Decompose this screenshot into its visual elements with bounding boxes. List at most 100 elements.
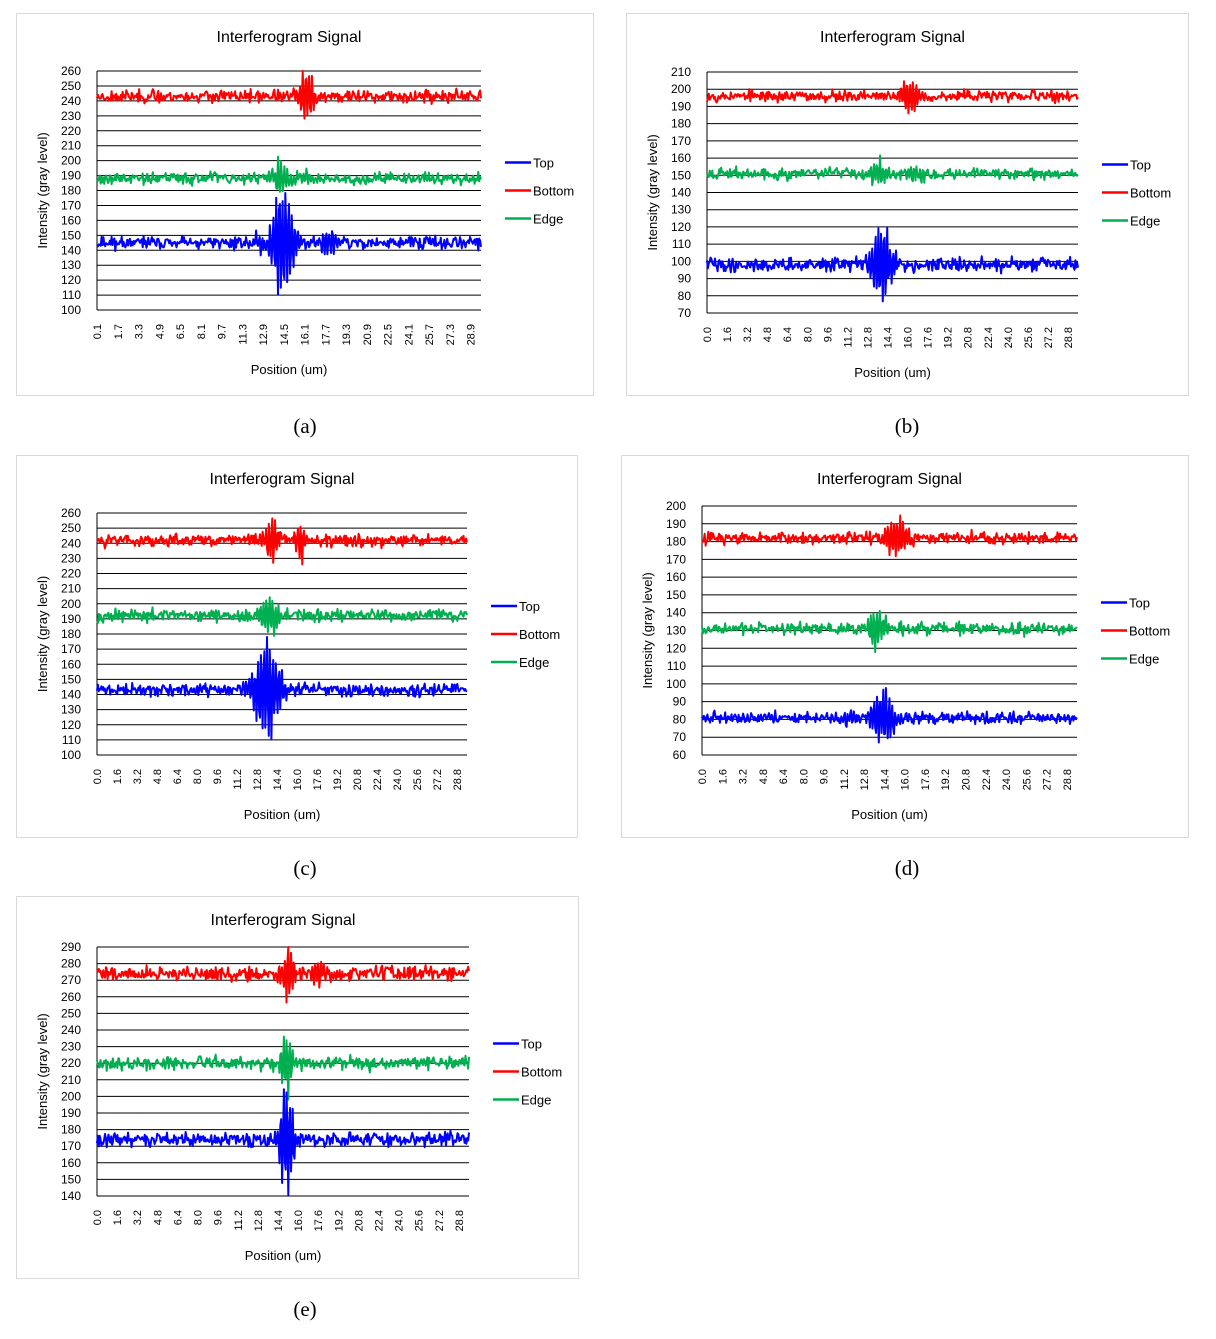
- y-tick-label: 200: [666, 499, 686, 513]
- x-tick-label: 20.9: [362, 324, 374, 345]
- x-tick-label: 24.0: [1003, 327, 1015, 348]
- chart-title: Interferogram Signal: [820, 29, 965, 46]
- x-tick-label: 6.4: [782, 327, 794, 342]
- chart-panel-e: Interferogram Signal 140 150 160 170 180 190 20…: [16, 896, 579, 1279]
- x-tick-label: 24.1: [403, 324, 415, 345]
- y-tick-label: 140: [671, 186, 691, 200]
- y-tick-label: 110: [62, 733, 81, 747]
- x-tick-label: 28.9: [466, 324, 478, 345]
- y-tick-label: 150: [61, 1172, 81, 1186]
- y-tick-label: 160: [666, 570, 686, 584]
- series-line-bottom: [96, 70, 482, 120]
- x-tick-label: 9.6: [213, 1210, 225, 1225]
- chart-svg-b: Interferogram Signal 70 80 90 100 110 120 130 14…: [645, 29, 1171, 380]
- y-tick-label: 70: [673, 730, 687, 744]
- chart-title: Interferogram Signal: [211, 912, 356, 929]
- x-tick-label: 16.0: [292, 769, 304, 790]
- x-tick-label: 8.0: [798, 769, 810, 784]
- series-line-top: [706, 226, 1079, 303]
- chart-svg-d: Interferogram Signal 60 70 80 90 100 110 120 130…: [640, 471, 1170, 822]
- y-tick-label: 240: [61, 1023, 81, 1037]
- y-tick-label: 120: [666, 641, 686, 655]
- chart-svg-c: Interferogram Signal10011012013014015016…: [35, 471, 560, 822]
- x-tick-label: 19.2: [333, 1210, 345, 1231]
- x-tick-label: 4.8: [758, 769, 770, 784]
- y-axis-label: Intensity (gray level): [35, 1013, 50, 1129]
- y-tick-label: 250: [61, 1006, 81, 1020]
- y-tick-label: 80: [678, 289, 692, 303]
- y-tick-label: 100: [61, 303, 81, 317]
- legend-label-edge: Edge: [533, 212, 563, 227]
- y-tick-label: 250: [61, 521, 81, 535]
- y-axis-label: Intensity (gray level): [35, 576, 50, 692]
- chart-title: Interferogram Signal: [217, 29, 362, 46]
- x-tick-label: 28.8: [452, 769, 464, 790]
- series-line-edge: [96, 1035, 470, 1101]
- y-tick-label: 230: [61, 551, 81, 565]
- caption-a: (a): [293, 414, 317, 438]
- x-tick-label: 12.8: [859, 769, 871, 790]
- caption-b: (b): [894, 414, 920, 438]
- x-tick-label: 28.8: [454, 1210, 466, 1231]
- series-line-top: [96, 636, 468, 741]
- x-tick-label: 1.6: [722, 327, 734, 342]
- x-tick-label: 12.9: [258, 324, 270, 345]
- legend-label-bottom: Bottom: [533, 184, 574, 199]
- x-tick-label: 27.2: [1043, 327, 1055, 348]
- y-tick-label: 150: [666, 588, 686, 602]
- y-tick-label: 190: [61, 169, 81, 183]
- y-tick-label: 210: [61, 139, 81, 153]
- legend-label-top: Top: [1129, 596, 1150, 611]
- y-tick-label: 290: [61, 940, 81, 954]
- x-tick-label: 14.4: [879, 769, 891, 790]
- y-tick-label: 190: [666, 517, 686, 531]
- x-tick-label: 1.6: [717, 769, 729, 784]
- x-tick-label: 9.6: [822, 327, 834, 342]
- x-tick-label: 1.7: [113, 324, 125, 339]
- x-tick-label: 11.2: [232, 769, 244, 790]
- caption-d: (d): [894, 856, 920, 880]
- y-tick-label: 200: [61, 1089, 81, 1103]
- x-tick-label: 6.4: [172, 1210, 184, 1225]
- legend-label-bottom: Bottom: [1129, 624, 1170, 639]
- y-tick-label: 110: [667, 659, 686, 673]
- x-tick-label: 0.0: [697, 769, 709, 784]
- y-tick-label: 130: [61, 258, 81, 272]
- legend-label-edge: Edge: [519, 655, 549, 670]
- y-tick-label: 170: [666, 552, 686, 566]
- x-tick-label: 17.6: [923, 327, 935, 348]
- x-tick-label: 12.8: [253, 1210, 265, 1231]
- chart-panel-a: Interferogram Signal 100 110 120 130 140 150 16…: [16, 13, 594, 396]
- chart-title: Interferogram Signal: [210, 471, 355, 488]
- y-axis-label: Intensity (gray level): [640, 572, 655, 688]
- y-tick-label: 120: [61, 273, 81, 287]
- y-tick-label: 250: [61, 79, 81, 93]
- y-tick-label: 220: [61, 124, 81, 138]
- x-tick-label: 0.0: [92, 769, 104, 784]
- x-tick-label: 4.9: [154, 324, 166, 339]
- x-tick-label: 8.0: [193, 1210, 205, 1225]
- y-tick-label: 180: [61, 627, 81, 641]
- chart-svg-e: Interferogram Signal 140 150 160 170 180 190 20…: [35, 912, 562, 1263]
- x-tick-label: 3.2: [738, 769, 750, 784]
- y-tick-label: 190: [61, 612, 81, 626]
- y-tick-label: 130: [671, 203, 691, 217]
- y-tick-label: 180: [666, 535, 686, 549]
- series-line-bottom: [96, 517, 468, 566]
- y-tick-label: 180: [61, 1123, 81, 1137]
- y-tick-label: 70: [678, 306, 692, 320]
- y-tick-label: 220: [61, 567, 81, 581]
- y-tick-label: 160: [61, 1156, 81, 1170]
- x-tick-label: 14.5: [279, 324, 291, 345]
- x-tick-label: 4.8: [152, 769, 164, 784]
- x-tick-label: 20.8: [353, 1210, 365, 1231]
- y-tick-label: 170: [61, 198, 81, 212]
- x-tick-label: 22.4: [374, 1210, 386, 1231]
- x-tick-label: 19.3: [341, 324, 353, 345]
- series-line-edge: [96, 596, 468, 637]
- y-tick-label: 260: [61, 990, 81, 1004]
- y-tick-label: 240: [61, 536, 81, 550]
- x-tick-label: 16.1: [300, 324, 312, 345]
- y-tick-label: 190: [671, 99, 691, 113]
- series-line-top: [96, 192, 482, 296]
